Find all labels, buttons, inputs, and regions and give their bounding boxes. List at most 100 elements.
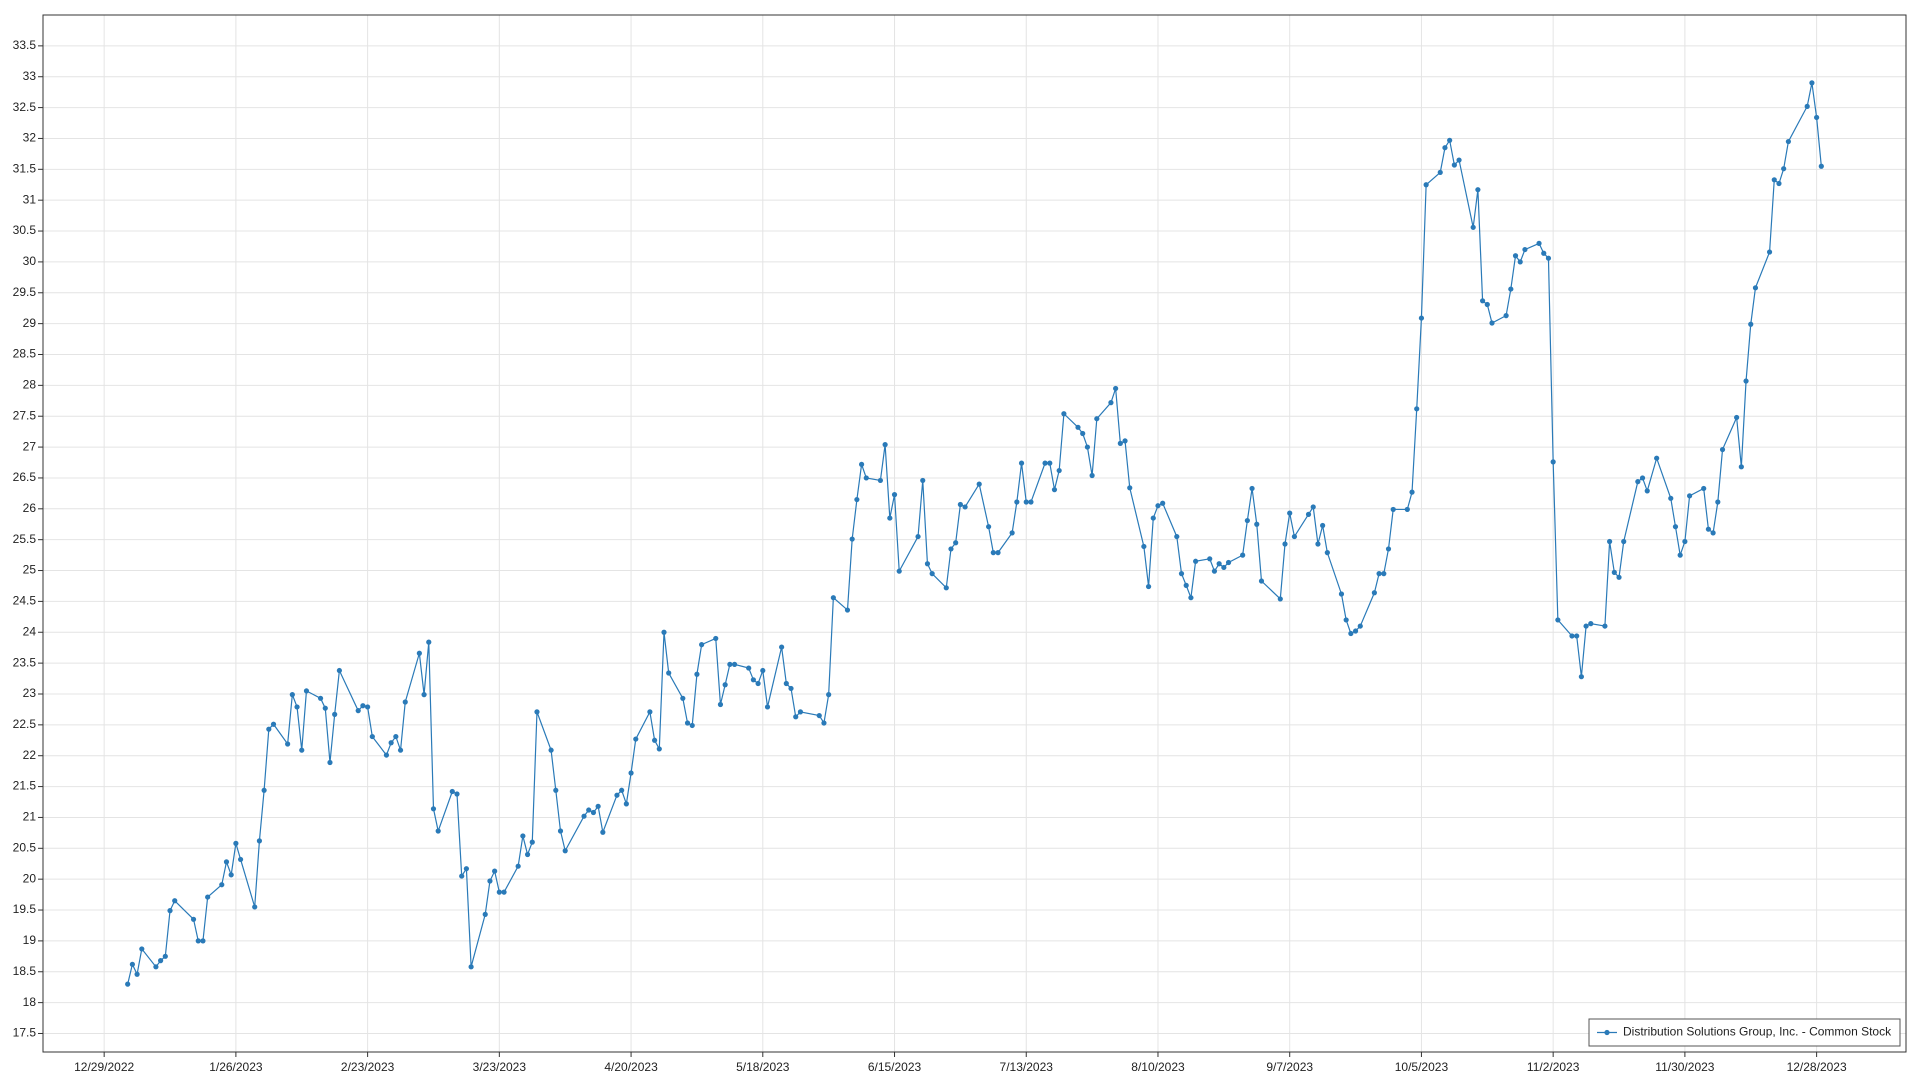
data-point	[680, 695, 686, 701]
data-point	[826, 692, 832, 698]
data-point	[1254, 521, 1260, 527]
y-tick-label: 26	[23, 501, 37, 515]
data-point	[1108, 400, 1114, 406]
data-point	[1654, 455, 1660, 461]
y-tick-label: 31.5	[13, 161, 37, 175]
data-point	[1178, 571, 1185, 577]
data-point	[548, 747, 554, 753]
data-point	[1715, 499, 1721, 505]
data-point	[426, 639, 432, 645]
data-point	[256, 838, 263, 844]
data-point	[270, 721, 277, 727]
data-point	[482, 911, 488, 917]
data-point	[1621, 538, 1627, 545]
data-point	[1710, 530, 1716, 536]
data-point	[322, 705, 328, 711]
data-point	[1061, 411, 1067, 417]
data-point	[1385, 546, 1392, 552]
data-point	[1018, 460, 1025, 466]
data-point	[943, 585, 949, 591]
data-point	[1677, 552, 1683, 558]
data-point	[1249, 485, 1255, 492]
data-point	[1447, 137, 1453, 143]
data-point	[849, 536, 855, 542]
data-point	[666, 670, 672, 676]
data-point	[1470, 224, 1476, 230]
y-tick-label: 29.5	[13, 285, 37, 299]
data-point	[623, 801, 629, 807]
data-point	[1127, 485, 1133, 491]
x-tick-label: 11/30/2023	[1655, 1060, 1714, 1074]
data-point	[694, 671, 700, 677]
data-point	[1207, 556, 1213, 562]
data-point	[1738, 464, 1744, 470]
y-tick-label: 28.5	[13, 347, 37, 361]
data-point	[435, 828, 441, 834]
data-point	[689, 722, 695, 729]
data-point	[294, 704, 300, 710]
data-point	[1117, 440, 1123, 446]
data-point	[172, 898, 178, 904]
data-point	[1442, 145, 1448, 151]
y-tick-label: 21.5	[13, 779, 37, 793]
y-tick-label: 27.5	[13, 408, 37, 422]
data-point	[976, 481, 982, 487]
data-point	[158, 958, 164, 964]
data-point	[1451, 162, 1457, 168]
data-point	[953, 540, 959, 546]
data-point	[501, 889, 507, 895]
data-point	[1785, 138, 1791, 145]
data-point	[1155, 503, 1161, 509]
data-point	[924, 561, 931, 567]
data-point	[463, 866, 470, 872]
y-tick-label: 19	[23, 933, 37, 947]
data-point	[1719, 446, 1726, 453]
data-point	[1602, 623, 1608, 629]
data-point	[844, 607, 851, 613]
data-point	[402, 699, 408, 705]
data-point	[1291, 533, 1298, 540]
data-point	[1541, 250, 1547, 256]
data-point	[1414, 406, 1420, 412]
data-point	[877, 477, 884, 484]
data-point	[134, 971, 140, 977]
data-point	[633, 736, 639, 742]
data-point	[557, 828, 564, 834]
data-point	[129, 961, 135, 967]
data-point	[929, 571, 935, 577]
data-point	[1508, 286, 1514, 292]
data-point	[397, 747, 404, 753]
y-tick-label: 33	[23, 69, 37, 83]
data-point	[1376, 571, 1382, 577]
data-point	[1113, 385, 1119, 392]
data-point	[1611, 569, 1617, 575]
data-point	[1056, 467, 1062, 474]
data-point	[1644, 488, 1650, 494]
data-point	[1574, 633, 1580, 639]
data-point	[586, 807, 592, 813]
data-point	[1672, 524, 1679, 530]
data-point	[948, 546, 954, 552]
data-point	[863, 475, 869, 481]
data-point	[195, 938, 201, 944]
data-point	[369, 733, 375, 740]
data-point	[1705, 526, 1712, 532]
data-point	[261, 787, 267, 793]
data-point	[553, 787, 559, 793]
data-point	[656, 746, 662, 752]
data-point	[1809, 80, 1815, 86]
data-point	[1734, 414, 1740, 421]
y-tick-label: 30.5	[13, 223, 37, 237]
data-point	[1484, 301, 1490, 308]
y-tick-label: 33.5	[13, 38, 37, 52]
data-point	[891, 492, 898, 498]
data-point	[1555, 617, 1561, 623]
data-point	[205, 894, 211, 900]
data-point	[487, 878, 493, 884]
data-point	[1150, 515, 1156, 521]
y-tick-label: 20.5	[13, 840, 37, 854]
data-point	[1310, 504, 1316, 510]
y-tick-label: 26.5	[13, 470, 37, 484]
data-point	[1009, 530, 1015, 536]
